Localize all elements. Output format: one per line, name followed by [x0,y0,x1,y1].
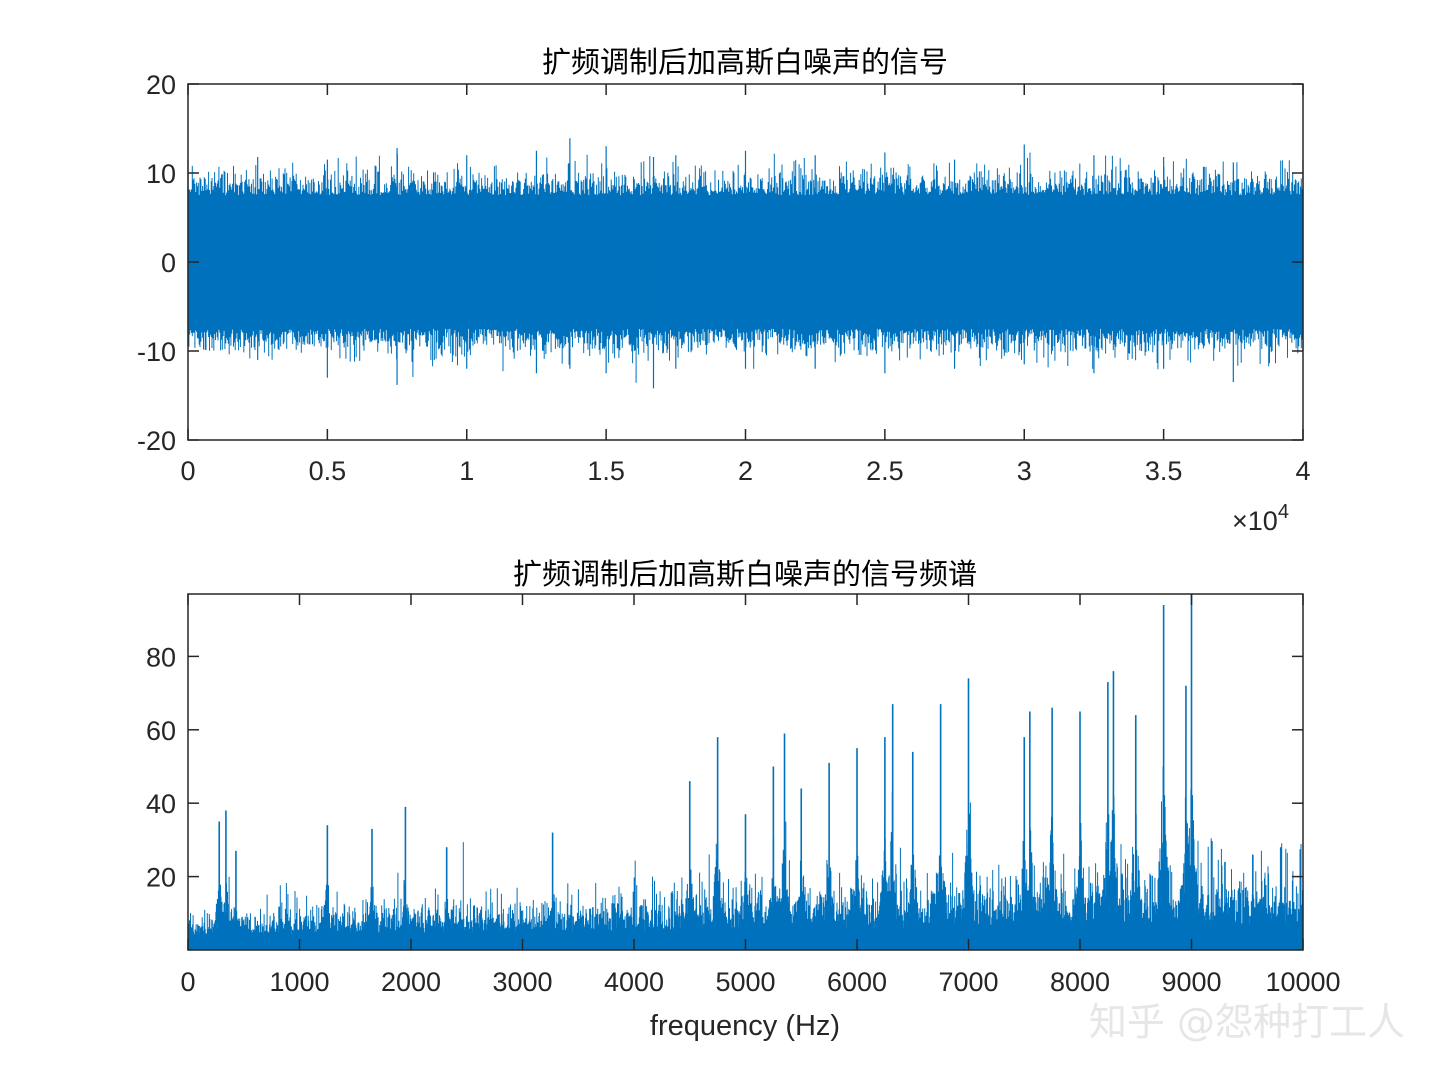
y-tick-label: 60 [146,716,176,746]
x-tick-label: 7000 [938,967,998,997]
x-tick-label: 6000 [827,967,887,997]
x-tick-label: 1000 [269,967,329,997]
y-tick-label: -20 [137,426,176,456]
x-tick-label: 1.5 [587,456,625,486]
x-tick-label: 2000 [381,967,441,997]
x-tick-label: 3000 [492,967,552,997]
y-tick-label: 40 [146,789,176,819]
x-tick-label: 0 [180,967,195,997]
x-tick-label: 2.5 [866,456,904,486]
frequency-spectrum-plot: 扩频调制后加高斯白噪声的信号频谱 0 1000 2000 3000 4000 5000 60… [146,557,1341,1042]
y-tick-label: 0 [161,248,176,278]
spectrum-ticks: 0 1000 2000 3000 4000 5000 6000 7000 8000 9000 100… [146,594,1341,997]
y-tick-label: 10 [146,159,176,189]
x-tick-label: 0.5 [309,456,347,486]
y-tick-label: 20 [146,70,176,100]
x-tick-label: 8000 [1050,967,1110,997]
x-tick-label: 9000 [1161,967,1221,997]
x-tick-label: 2 [738,456,753,486]
time-domain-title: 扩频调制后加高斯白噪声的信号 [542,45,948,79]
x-tick-label: 1 [459,456,474,486]
time-domain-signal-line [187,138,1304,389]
y-tick-label: 80 [146,642,176,672]
x-exponent-label: ×104 [1232,501,1289,536]
x-tick-label: 4000 [604,967,664,997]
watermark-text: 知乎 @怨种打工人 [1089,1000,1405,1044]
time-domain-plot: 扩频调制后加高斯白噪声的信号 0 0.5 1 1.5 2 2.5 3 3.5 4 -20 -10 0 1… [137,45,1311,536]
spectrum-line [187,594,1304,950]
time-domain-ticks: 0 0.5 1 1.5 2 2.5 3 3.5 4 -20 -10 0 10 20 [137,70,1311,486]
y-tick-label: -10 [137,337,176,367]
x-tick-label: 5000 [715,967,775,997]
x-tick-label: 3.5 [1145,456,1183,486]
spectrum-title: 扩频调制后加高斯白噪声的信号频谱 [513,557,977,591]
x-tick-label: 4 [1295,456,1310,486]
x-tick-label: 0 [180,456,195,486]
y-tick-label: 20 [146,863,176,893]
x-tick-label: 10000 [1265,967,1340,997]
x-tick-label: 3 [1017,456,1032,486]
spectrum-xlabel: frequency (Hz) [650,1010,840,1042]
